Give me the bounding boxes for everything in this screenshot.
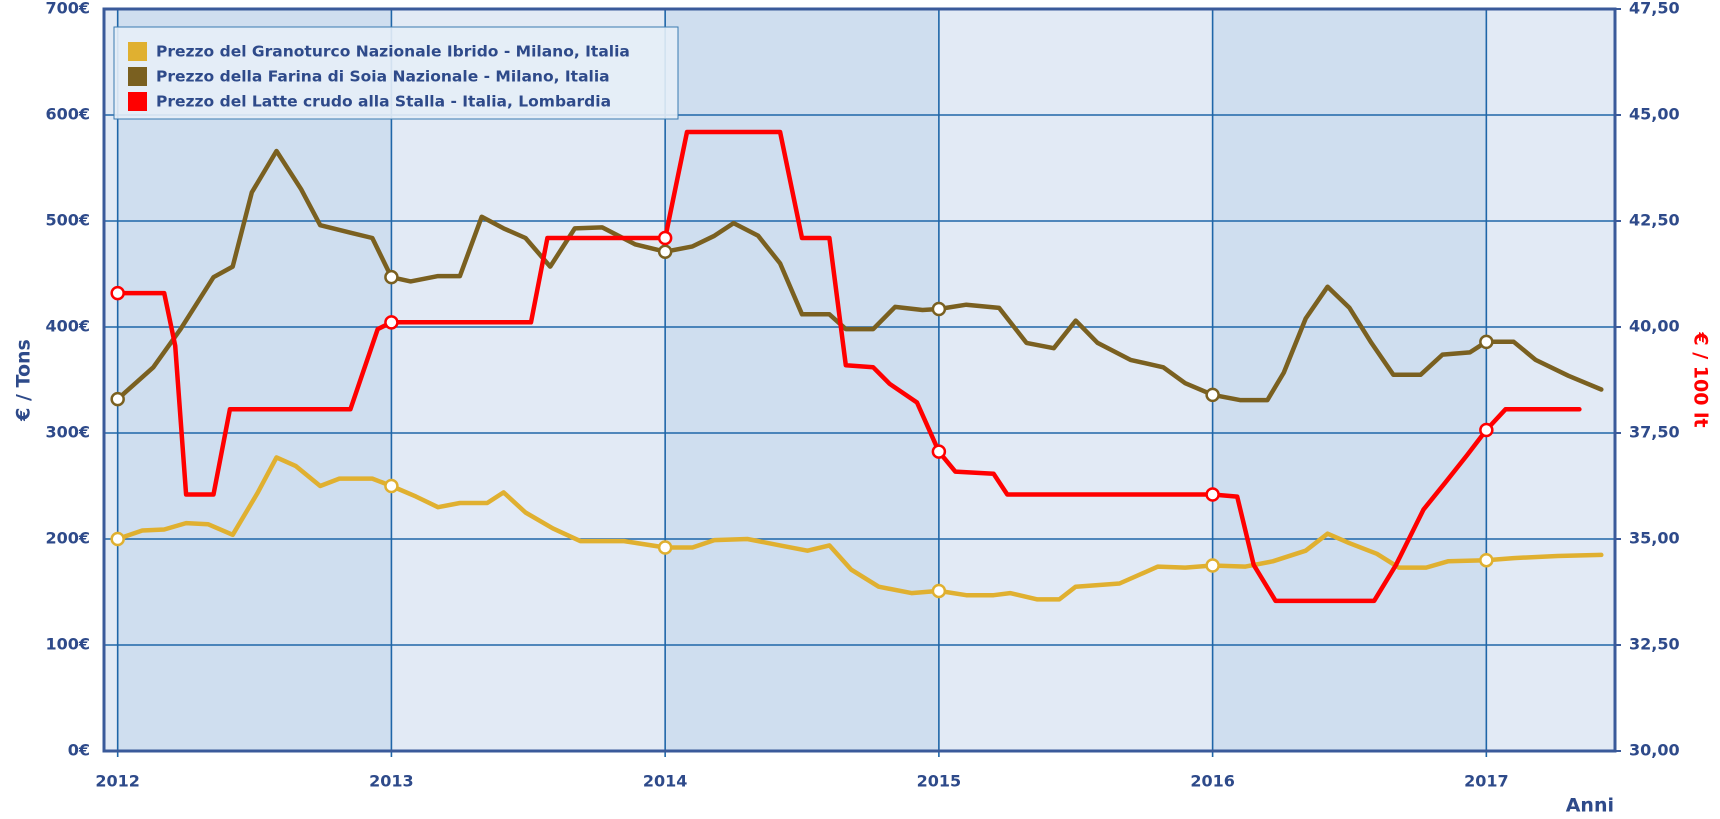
band	[1212, 9, 1487, 751]
legend-box	[113, 26, 679, 120]
x-tick-label: 2013	[369, 772, 414, 791]
y2-tick-label: 40,00	[1629, 317, 1680, 336]
x-tick-label: 2015	[917, 772, 962, 791]
x-tick-label: 2017	[1464, 772, 1509, 791]
y2-tick-label: 32,50	[1629, 635, 1680, 654]
point-marker	[1479, 334, 1494, 350]
y-tick-label: 700€	[45, 0, 90, 18]
legend-swatch	[128, 92, 147, 111]
series-line	[115, 129, 1582, 604]
point-marker	[1205, 387, 1220, 403]
legend-label: Prezzo del Granoturco Nazionale Ibrido -…	[156, 43, 630, 61]
background	[104, 9, 1615, 751]
point-marker	[1479, 552, 1494, 568]
point-marker	[110, 285, 125, 301]
legend: Prezzo del Granoturco Nazionale Ibrido -…	[113, 26, 679, 120]
frame	[102, 7, 1617, 753]
y-tick-label: 200€	[45, 529, 90, 548]
y-axis-label: € / Tons	[13, 339, 35, 422]
point-marker	[110, 531, 125, 547]
point-marker	[110, 391, 125, 407]
legend-swatch	[128, 42, 147, 61]
point-marker	[931, 301, 947, 317]
y-tick-label: 500€	[45, 211, 90, 230]
legend-label: Prezzo della Farina di Soia Nazionale - …	[156, 68, 610, 86]
y2-tick-label: 47,50	[1629, 0, 1680, 18]
band	[117, 9, 392, 751]
point-marker	[1479, 422, 1494, 438]
series-line	[115, 148, 1604, 403]
y2-axis-label: € / 100 lt	[1690, 331, 1712, 427]
y2-tick-label: 30,00	[1629, 741, 1680, 760]
point-marker	[657, 244, 673, 259]
y2-tick-label: 37,50	[1629, 423, 1680, 442]
y2-tick-label: 42,50	[1629, 211, 1680, 230]
point-marker	[657, 540, 673, 555]
x-tick-label: 2016	[1190, 772, 1235, 791]
point-marker	[657, 230, 673, 246]
x-tick-label: 2012	[95, 772, 140, 791]
y-tick-label: 400€	[45, 317, 90, 336]
x-tick-label: 2014	[643, 772, 688, 791]
point-marker	[384, 478, 399, 494]
point-marker	[931, 444, 947, 459]
x-axis-label: Anni	[1566, 795, 1614, 817]
point-marker	[384, 315, 399, 330]
band	[665, 9, 939, 751]
y-tick-label: 300€	[45, 423, 90, 442]
point-marker	[1205, 487, 1220, 502]
y-tick-label: 0€	[68, 741, 90, 760]
point-marker	[931, 583, 947, 599]
y-tick-label: 100€	[45, 635, 90, 654]
y-tick-label: 600€	[45, 105, 90, 124]
legend-label: Prezzo del Latte crudo alla Stalla - Ita…	[156, 93, 611, 111]
series-line	[115, 455, 1604, 602]
y2-tick-label: 45,00	[1629, 105, 1680, 124]
y2-tick-label: 35,00	[1629, 529, 1680, 548]
plot	[110, 129, 1604, 604]
point-marker	[384, 269, 399, 285]
legend-swatch	[128, 67, 147, 86]
point-marker	[1205, 558, 1220, 573]
